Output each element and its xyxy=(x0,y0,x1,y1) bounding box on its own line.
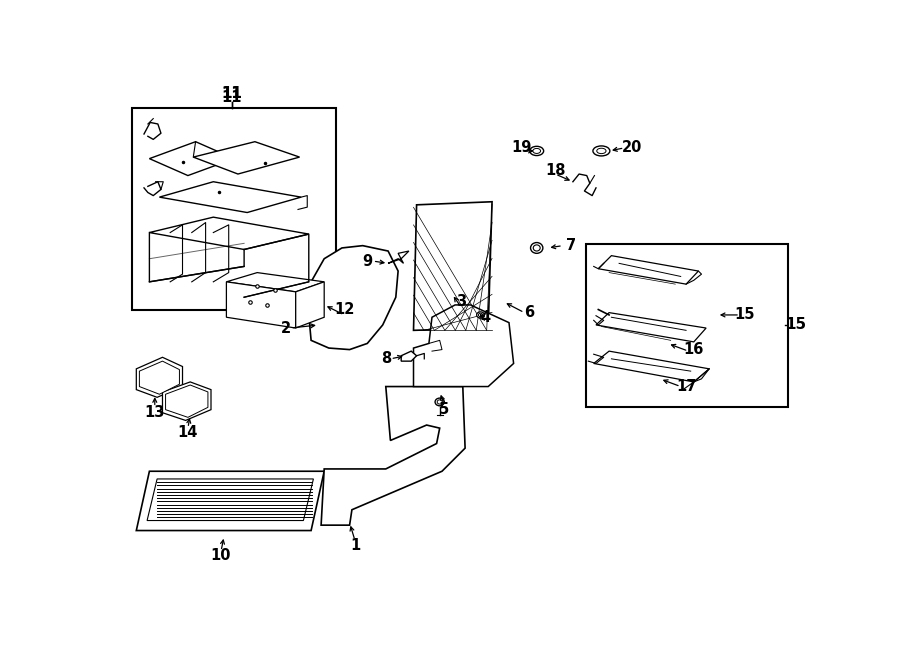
Polygon shape xyxy=(166,385,208,417)
Ellipse shape xyxy=(597,148,606,153)
Text: 11: 11 xyxy=(221,89,242,104)
Bar xyxy=(586,244,788,407)
Text: 6: 6 xyxy=(524,305,534,320)
Text: 5: 5 xyxy=(439,402,449,417)
Polygon shape xyxy=(309,246,398,350)
Polygon shape xyxy=(413,305,514,387)
Text: 10: 10 xyxy=(211,549,231,563)
Polygon shape xyxy=(194,141,300,174)
Text: 3: 3 xyxy=(456,294,466,309)
Polygon shape xyxy=(140,361,179,394)
Ellipse shape xyxy=(477,312,484,318)
Polygon shape xyxy=(598,256,698,284)
Text: 18: 18 xyxy=(544,163,565,178)
Text: 17: 17 xyxy=(676,379,697,394)
Polygon shape xyxy=(596,313,707,342)
Text: 4: 4 xyxy=(481,310,491,325)
Text: 15: 15 xyxy=(734,307,755,323)
Ellipse shape xyxy=(531,243,543,253)
Ellipse shape xyxy=(479,313,482,317)
Polygon shape xyxy=(136,358,183,397)
Text: 12: 12 xyxy=(334,302,355,317)
Text: 8: 8 xyxy=(381,352,391,366)
Text: 11: 11 xyxy=(221,87,242,101)
Bar xyxy=(131,108,336,309)
Polygon shape xyxy=(136,471,324,531)
Ellipse shape xyxy=(533,245,540,251)
Polygon shape xyxy=(147,479,313,520)
Ellipse shape xyxy=(437,400,442,404)
Ellipse shape xyxy=(593,146,610,156)
Polygon shape xyxy=(149,141,234,176)
Text: 13: 13 xyxy=(145,405,165,420)
Ellipse shape xyxy=(435,398,445,406)
Polygon shape xyxy=(296,282,324,328)
Polygon shape xyxy=(159,182,302,213)
Text: 11: 11 xyxy=(221,87,242,101)
Polygon shape xyxy=(163,382,211,420)
Polygon shape xyxy=(227,272,324,292)
Polygon shape xyxy=(413,202,492,330)
Text: 19: 19 xyxy=(511,140,532,155)
Polygon shape xyxy=(401,351,417,361)
Text: 15: 15 xyxy=(786,317,806,332)
Text: 2: 2 xyxy=(281,321,291,336)
Ellipse shape xyxy=(533,149,541,153)
Text: 14: 14 xyxy=(177,425,198,440)
Ellipse shape xyxy=(530,146,544,155)
Text: 20: 20 xyxy=(622,140,643,155)
Polygon shape xyxy=(594,351,709,382)
Text: 7: 7 xyxy=(565,238,576,253)
Polygon shape xyxy=(388,251,409,263)
Text: 9: 9 xyxy=(362,254,373,268)
Polygon shape xyxy=(227,282,296,328)
Polygon shape xyxy=(321,387,465,525)
Text: 16: 16 xyxy=(684,342,704,357)
Polygon shape xyxy=(149,217,309,249)
Text: 1: 1 xyxy=(350,539,360,553)
